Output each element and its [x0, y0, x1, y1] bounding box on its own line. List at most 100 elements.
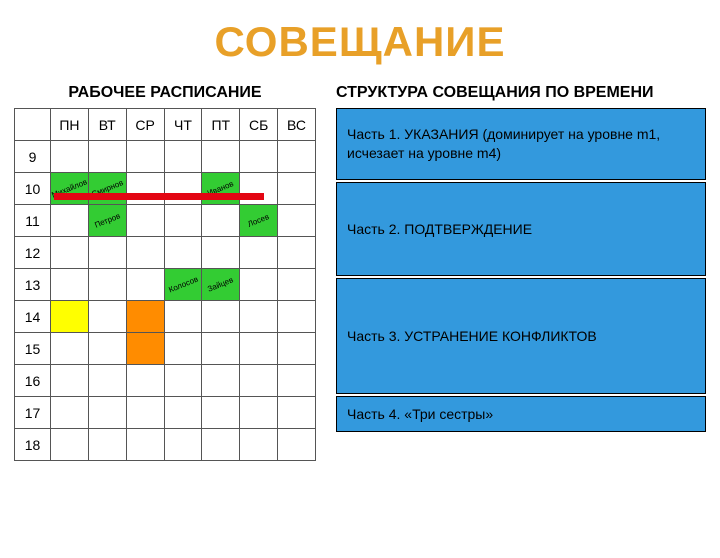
schedule-hour-cell: 10	[15, 173, 51, 205]
schedule-cell: Зайцев	[202, 269, 240, 301]
schedule-cell: Лосев	[240, 205, 278, 237]
page-title: СОВЕЩАНИЕ	[0, 18, 720, 66]
schedule-cell	[51, 333, 89, 365]
structure-part-box: Часть 2. ПОДТВЕРЖДЕНИЕ	[336, 182, 706, 276]
schedule-cell	[278, 269, 316, 301]
schedule-entry	[51, 301, 88, 332]
structure-column: СТРУКТУРА СОВЕЩАНИЯ ПО ВРЕМЕНИ Часть 1. …	[336, 84, 706, 461]
schedule-cell	[278, 301, 316, 333]
schedule-cell	[278, 365, 316, 397]
schedule-cell	[88, 301, 126, 333]
schedule-day-header: СР	[126, 109, 164, 141]
schedule-cell	[202, 301, 240, 333]
schedule-cell	[88, 429, 126, 461]
schedule-cell	[278, 333, 316, 365]
schedule-cell	[51, 301, 89, 333]
schedule-day-header: ПТ	[202, 109, 240, 141]
schedule-cell	[88, 269, 126, 301]
schedule-cell	[278, 141, 316, 173]
schedule-cell	[51, 365, 89, 397]
schedule-cell	[126, 301, 164, 333]
structure-part-box: Часть 1. УКАЗАНИЯ (доминирует на уровне …	[336, 108, 706, 180]
structure-heading: СТРУКТУРА СОВЕЩАНИЯ ПО ВРЕМЕНИ	[336, 84, 706, 102]
schedule-corner-cell	[15, 109, 51, 141]
schedule-body: 910МихайловСмирновИванов11ПетровЛосев121…	[15, 141, 316, 461]
schedule-entry	[240, 205, 277, 236]
schedule-cell	[164, 301, 202, 333]
schedule-cell	[88, 237, 126, 269]
schedule-cell	[202, 429, 240, 461]
schedule-cell	[51, 397, 89, 429]
structure-part-text: Часть 1. УКАЗАНИЯ (доминирует на уровне …	[347, 125, 695, 163]
schedule-cell	[126, 333, 164, 365]
schedule-cell	[88, 397, 126, 429]
schedule-cell	[51, 205, 89, 237]
schedule-hour-cell: 18	[15, 429, 51, 461]
schedule-hour-cell: 12	[15, 237, 51, 269]
structure-part-text: Часть 2. ПОДТВЕРЖДЕНИЕ	[347, 220, 532, 239]
schedule-cell	[164, 333, 202, 365]
schedule-row: 18	[15, 429, 316, 461]
schedule-cell: Петров	[88, 205, 126, 237]
schedule-cell	[278, 397, 316, 429]
schedule-cell	[202, 205, 240, 237]
schedule-cell	[164, 205, 202, 237]
schedule-day-header: ВС	[278, 109, 316, 141]
schedule-cell	[51, 269, 89, 301]
schedule-cell	[126, 365, 164, 397]
schedule-entry	[127, 333, 164, 364]
schedule-row: 13 КолосовЗайцев	[15, 269, 316, 301]
schedule-day-header: ПН	[51, 109, 89, 141]
schedule-hour-cell: 15	[15, 333, 51, 365]
structure-part-box: Часть 4. «Три сестры»	[336, 396, 706, 432]
schedule-entry	[89, 205, 126, 236]
schedule-day-header: ВТ	[88, 109, 126, 141]
schedule-cell	[240, 365, 278, 397]
schedule-red-band	[54, 193, 264, 200]
schedule-day-header: ЧТ	[164, 109, 202, 141]
schedule-cell	[240, 269, 278, 301]
content-area: РАБОЧЕЕ РАСПИСАНИЕ ПНВТСРЧТПТСБВС 910Мих…	[0, 66, 720, 461]
schedule-cell	[126, 397, 164, 429]
schedule-cell	[164, 397, 202, 429]
schedule-row: 14	[15, 301, 316, 333]
schedule-row: 15	[15, 333, 316, 365]
schedule-entry	[127, 301, 164, 332]
schedule-row: 17	[15, 397, 316, 429]
schedule-row: 11ПетровЛосев	[15, 205, 316, 237]
schedule-cell	[51, 429, 89, 461]
schedule-hour-cell: 16	[15, 365, 51, 397]
schedule-cell	[126, 429, 164, 461]
schedule-hour-cell: 13	[15, 269, 51, 301]
schedule-cell	[240, 429, 278, 461]
schedule-cell	[88, 365, 126, 397]
schedule-heading: РАБОЧЕЕ РАСПИСАНИЕ	[14, 84, 316, 102]
schedule-cell	[240, 333, 278, 365]
schedule-day-header: СБ	[240, 109, 278, 141]
structure-part-box: Часть 3. УСТРАНЕНИЕ КОНФЛИКТОВ	[336, 278, 706, 394]
schedule-hour-cell: 14	[15, 301, 51, 333]
schedule-cell	[278, 429, 316, 461]
schedule-row: 9	[15, 141, 316, 173]
schedule-cell	[202, 397, 240, 429]
schedule-cell	[240, 397, 278, 429]
schedule-cell	[126, 269, 164, 301]
schedule-cell	[51, 141, 89, 173]
schedule-cell	[278, 237, 316, 269]
schedule-cell	[278, 205, 316, 237]
schedule-cell	[164, 429, 202, 461]
schedule-cell	[88, 333, 126, 365]
schedule-cell	[278, 173, 316, 205]
schedule-cell	[164, 365, 202, 397]
schedule-cell	[202, 141, 240, 173]
schedule-cell	[88, 141, 126, 173]
schedule-cell	[126, 141, 164, 173]
schedule-header-row: ПНВТСРЧТПТСБВС	[15, 109, 316, 141]
schedule-cell	[202, 333, 240, 365]
schedule-cell	[240, 237, 278, 269]
schedule-row: 16	[15, 365, 316, 397]
schedule-hour-cell: 17	[15, 397, 51, 429]
schedule-cell	[240, 301, 278, 333]
schedule-entry	[165, 269, 202, 300]
schedule-cell: Колосов	[164, 269, 202, 301]
